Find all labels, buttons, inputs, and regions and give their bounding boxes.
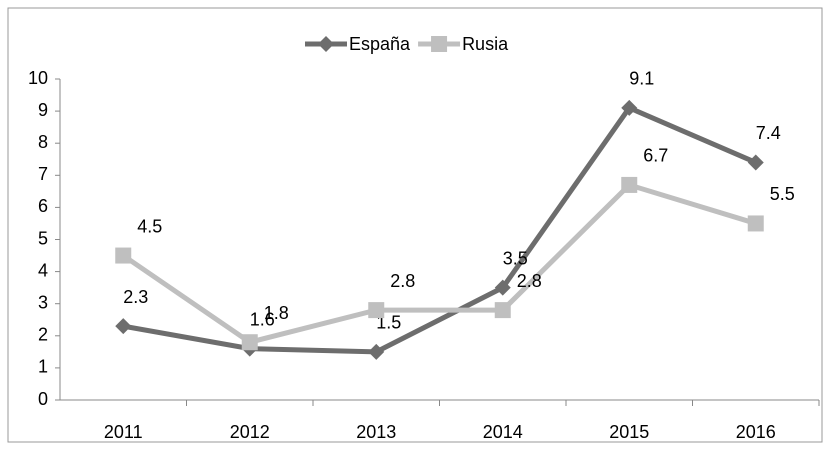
point — [368, 302, 385, 319]
series-line — [121, 182, 757, 345]
point — [241, 334, 258, 351]
data-label: 2.3 — [123, 287, 148, 307]
y-tick-label: 9 — [38, 100, 48, 120]
y-tick-label: 6 — [38, 196, 48, 216]
point — [115, 247, 132, 264]
y-tick-label: 7 — [38, 164, 48, 184]
data-label: 9.1 — [629, 69, 654, 89]
data-label: 6.7 — [643, 146, 668, 166]
point — [747, 154, 764, 171]
data-label: 2.8 — [390, 271, 415, 291]
data-label: 3.5 — [503, 248, 528, 268]
x-tick-label: 2011 — [104, 422, 143, 442]
legend-marker — [318, 36, 334, 52]
series-line — [122, 104, 757, 355]
legend-label: Rusia — [462, 34, 509, 54]
x-tick-label: 2014 — [483, 422, 523, 442]
point — [494, 302, 511, 319]
point — [747, 215, 764, 232]
y-tick-label: 1 — [38, 357, 48, 377]
chart-border — [7, 7, 823, 443]
x-tick-label: 2012 — [230, 422, 270, 442]
y-tick-label: 0 — [38, 389, 48, 409]
data-label: 4.5 — [137, 216, 162, 236]
point — [621, 99, 638, 116]
y-tick-label: 8 — [38, 132, 48, 152]
legend-marker — [431, 36, 448, 52]
data-label: 5.5 — [770, 184, 795, 204]
x-tick-label: 2013 — [356, 422, 396, 442]
x-tick-label: 2016 — [736, 422, 776, 442]
point — [494, 279, 511, 296]
point — [621, 176, 638, 193]
legend-label: España — [349, 34, 411, 54]
data-label: 7.4 — [756, 123, 781, 143]
data-label: 2.8 — [517, 271, 542, 291]
data-label: 1.8 — [264, 303, 289, 323]
y-tick-label: 5 — [38, 228, 48, 248]
data-label: 1.6 — [250, 309, 275, 329]
y-tick-label: 10 — [28, 68, 48, 88]
point — [115, 318, 132, 335]
y-tick-label: 2 — [38, 325, 48, 345]
x-tick-label: 2015 — [609, 422, 649, 442]
y-tick-label: 3 — [38, 292, 48, 312]
y-tick-label: 4 — [38, 260, 48, 280]
point — [368, 343, 385, 360]
